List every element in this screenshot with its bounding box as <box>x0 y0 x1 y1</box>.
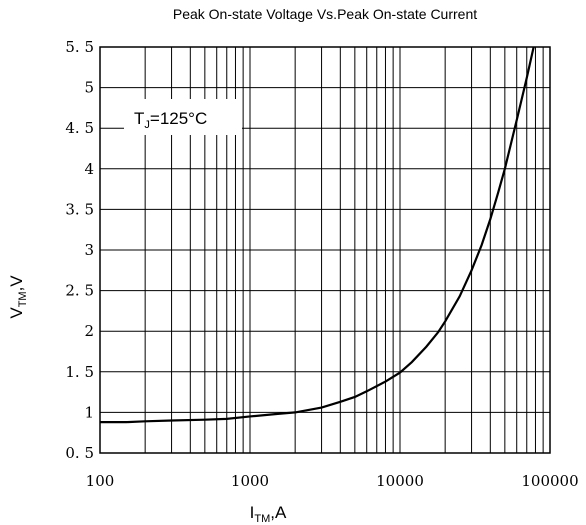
x-tick-label: 10000 <box>376 472 424 490</box>
chart-title: Peak On-state Voltage Vs.Peak On-state C… <box>173 6 477 22</box>
series-line <box>100 47 535 424</box>
y-tick-label: 0. 5 <box>65 444 94 462</box>
x-axis-label: ITM,A <box>250 503 287 525</box>
y-tick-label: 3 <box>84 241 94 259</box>
y-axis-label: VTM,V <box>7 275 29 319</box>
y-tick-label: 1. 5 <box>65 363 94 381</box>
y-tick-label: 2. 5 <box>65 282 94 300</box>
y-tick-label: 4 <box>84 160 94 178</box>
y-tick-label: 2 <box>84 322 94 340</box>
y-tick-label: 5. 5 <box>65 38 94 56</box>
plot-frame <box>99 46 551 454</box>
annotation-background <box>124 99 242 135</box>
y-tick-label: 3. 5 <box>65 200 94 218</box>
x-tick-labels: 100 1000 10000 100000 <box>86 472 579 490</box>
y-tick-label: 4. 5 <box>65 119 94 137</box>
x-tick-label: 100000 <box>521 472 578 490</box>
y-tick-label: 5 <box>84 79 94 97</box>
annotation-box: TJ=125°C <box>124 99 242 135</box>
curve-layer <box>100 47 535 424</box>
x-tick-label: 1000 <box>231 472 269 490</box>
y-tick-label: 1 <box>84 403 94 421</box>
annotation-label: TJ=125°C <box>134 109 207 131</box>
y-tick-labels: 0. 5 1 1. 5 2 2. 5 3 3. 5 4 4. 5 5 5. 5 <box>65 38 94 462</box>
x-tick-label: 100 <box>86 472 115 490</box>
